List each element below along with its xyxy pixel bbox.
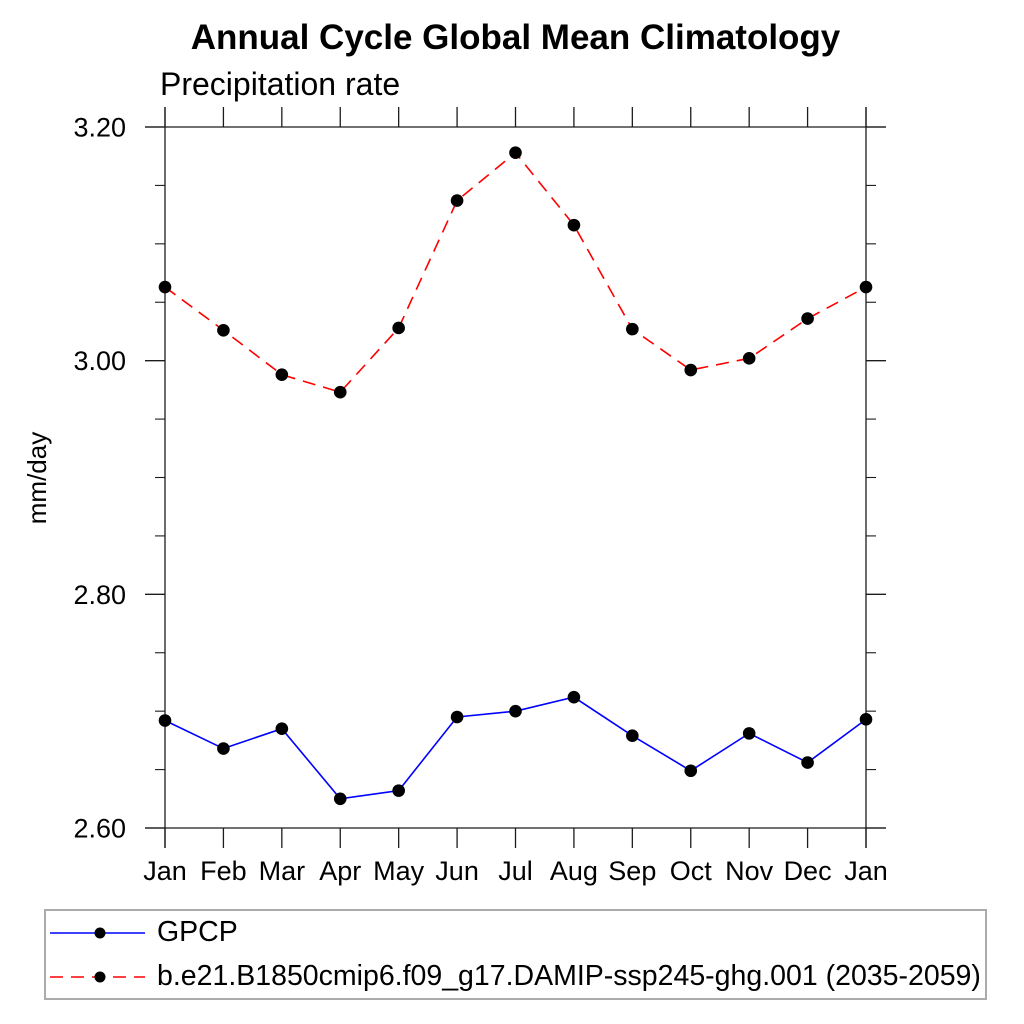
data-point-marker: [509, 146, 522, 160]
data-point-marker: [626, 729, 639, 743]
data-point-marker: [450, 710, 464, 724]
x-axis-tick-label: Jun: [435, 856, 479, 886]
series-line-1: [164, 151, 867, 394]
legend-sample-marker: [94, 927, 106, 938]
data-point-marker: [859, 280, 873, 294]
x-axis-tick-label: Apr: [319, 856, 361, 886]
data-point-marker: [859, 713, 873, 726]
legend-item-gpcp: GPCP: [46, 913, 985, 953]
data-point-marker: [684, 764, 698, 778]
x-axis-tick-label: Feb: [200, 856, 247, 886]
data-point-marker: [217, 323, 230, 337]
data-point-marker: [158, 280, 172, 294]
y-axis-tick-label: 2.60: [73, 814, 126, 844]
data-point-marker: [567, 690, 581, 704]
data-point-marker: [450, 194, 464, 207]
legend-label-gpcp: GPCP: [157, 916, 238, 948]
data-point-marker: [392, 784, 405, 797]
x-axis-tick-label: Aug: [550, 856, 598, 886]
x-axis-tick-label: Jan: [844, 856, 888, 886]
y-axis-tick-label: 3.20: [73, 113, 126, 143]
data-point-marker: [217, 742, 230, 755]
plot-area: 2.60 2.80 3.00 3.20 Jan Feb Mar Apr May Jun Jul Aug…: [22, 107, 888, 886]
data-point-marker: [742, 727, 756, 740]
x-axis-tick-label: Sep: [608, 856, 656, 886]
y-axis-title: mm/day: [22, 432, 52, 524]
legend-item-model: b.e21.B1850cmip6.f09_g17.DAMIP-ssp245-gh…: [46, 957, 985, 997]
data-point-marker: [567, 218, 581, 232]
data-point-marker: [509, 704, 522, 718]
data-point-marker: [742, 352, 756, 365]
y-axis-tick-label: 3.00: [73, 346, 126, 376]
data-point-marker: [392, 321, 405, 335]
legend-line-sample-gpcp: [50, 927, 145, 938]
legend-sample-marker: [94, 971, 106, 982]
chart-subtitle: Precipitation rate: [160, 66, 401, 102]
data-point-marker: [158, 714, 172, 727]
x-axis-tick-label: May: [373, 856, 425, 886]
data-point-marker: [801, 756, 814, 769]
data-point-marker: [684, 363, 698, 377]
data-point-marker: [801, 312, 814, 325]
data-point-marker: [275, 722, 289, 735]
chart-title: Annual Cycle Global Mean Climatology: [190, 18, 841, 57]
x-axis-tick-label: Jul: [498, 856, 533, 886]
data-point-marker: [333, 385, 347, 399]
data-point-marker: [626, 322, 639, 336]
x-axis-tick-label: Mar: [259, 856, 306, 886]
data-point-marker: [275, 368, 289, 381]
legend-label-model: b.e21.B1850cmip6.f09_g17.DAMIP-ssp245-gh…: [157, 960, 981, 992]
x-axis-tick-label: Oct: [670, 856, 713, 886]
y-axis-tick-label: 2.80: [73, 580, 126, 610]
x-axis-tick-label: Nov: [725, 856, 774, 886]
x-axis-tick-label: Jan: [143, 856, 187, 886]
legend-box: GPCP b.e21.B1850cmip6.f09_g17.DAMIP-ssp2…: [44, 909, 987, 1000]
data-point-marker: [333, 792, 347, 806]
x-axis-tick-label: Dec: [784, 856, 832, 886]
legend-line-sample-model: [50, 971, 145, 982]
